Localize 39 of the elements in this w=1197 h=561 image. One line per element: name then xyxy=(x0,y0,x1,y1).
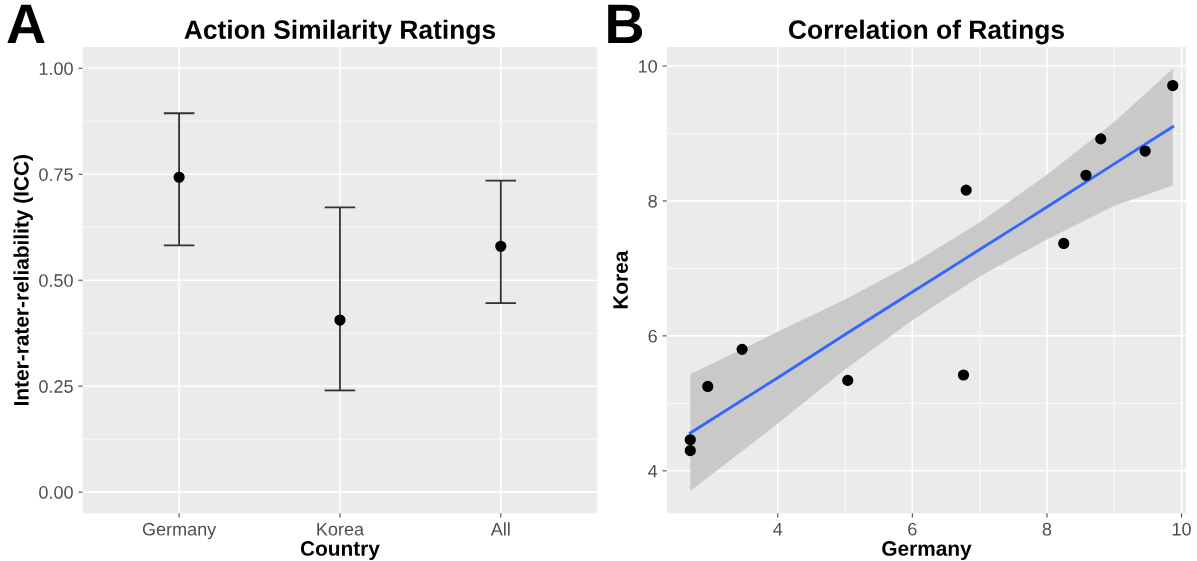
point xyxy=(1167,79,1179,92)
x-tick-label: 8 xyxy=(1042,522,1052,536)
y-tick-label: 8 xyxy=(648,194,657,208)
text: B xyxy=(608,4,643,44)
x-tick-label: 4 xyxy=(773,523,783,536)
point xyxy=(684,434,696,446)
y-tick-label: 0.50 xyxy=(39,274,73,287)
point xyxy=(1139,145,1151,157)
y-tick-label: 1.00 xyxy=(39,62,73,76)
point xyxy=(702,380,714,393)
point xyxy=(960,184,972,196)
point xyxy=(684,444,696,457)
y-tick-label: 4 xyxy=(648,464,658,478)
x-tick-label: 6 xyxy=(908,522,917,536)
point xyxy=(842,374,854,387)
x-tick-label: All xyxy=(490,522,510,536)
y-axis-title: Korea xyxy=(613,250,628,309)
x-axis-title: Country xyxy=(300,541,380,560)
y-axis-title: Inter-rater-reliability (ICC) xyxy=(13,155,33,405)
point xyxy=(1058,237,1070,250)
y-tick-label: 6 xyxy=(648,329,657,343)
point xyxy=(173,171,185,183)
point xyxy=(1080,169,1092,181)
x-axis-title: Germany xyxy=(882,541,972,560)
y-tick-label: 10 xyxy=(639,59,657,73)
y-tick-label: 0.00 xyxy=(39,486,73,499)
point xyxy=(736,343,748,355)
point xyxy=(495,240,507,252)
text: A xyxy=(7,4,45,44)
y-tick-label: 0.75 xyxy=(39,168,73,181)
chart-title: Correlation of Ratings xyxy=(789,19,1064,45)
x-tick-label: Germany xyxy=(142,522,217,540)
x-tick-label: Korea xyxy=(317,523,365,536)
point xyxy=(1095,133,1107,145)
chart-title: Action Similarity Ratings xyxy=(184,19,496,45)
x-tick-label: 10 xyxy=(1172,522,1191,536)
point xyxy=(957,369,970,381)
point xyxy=(334,314,346,326)
y-tick-label: 0.25 xyxy=(39,380,73,393)
